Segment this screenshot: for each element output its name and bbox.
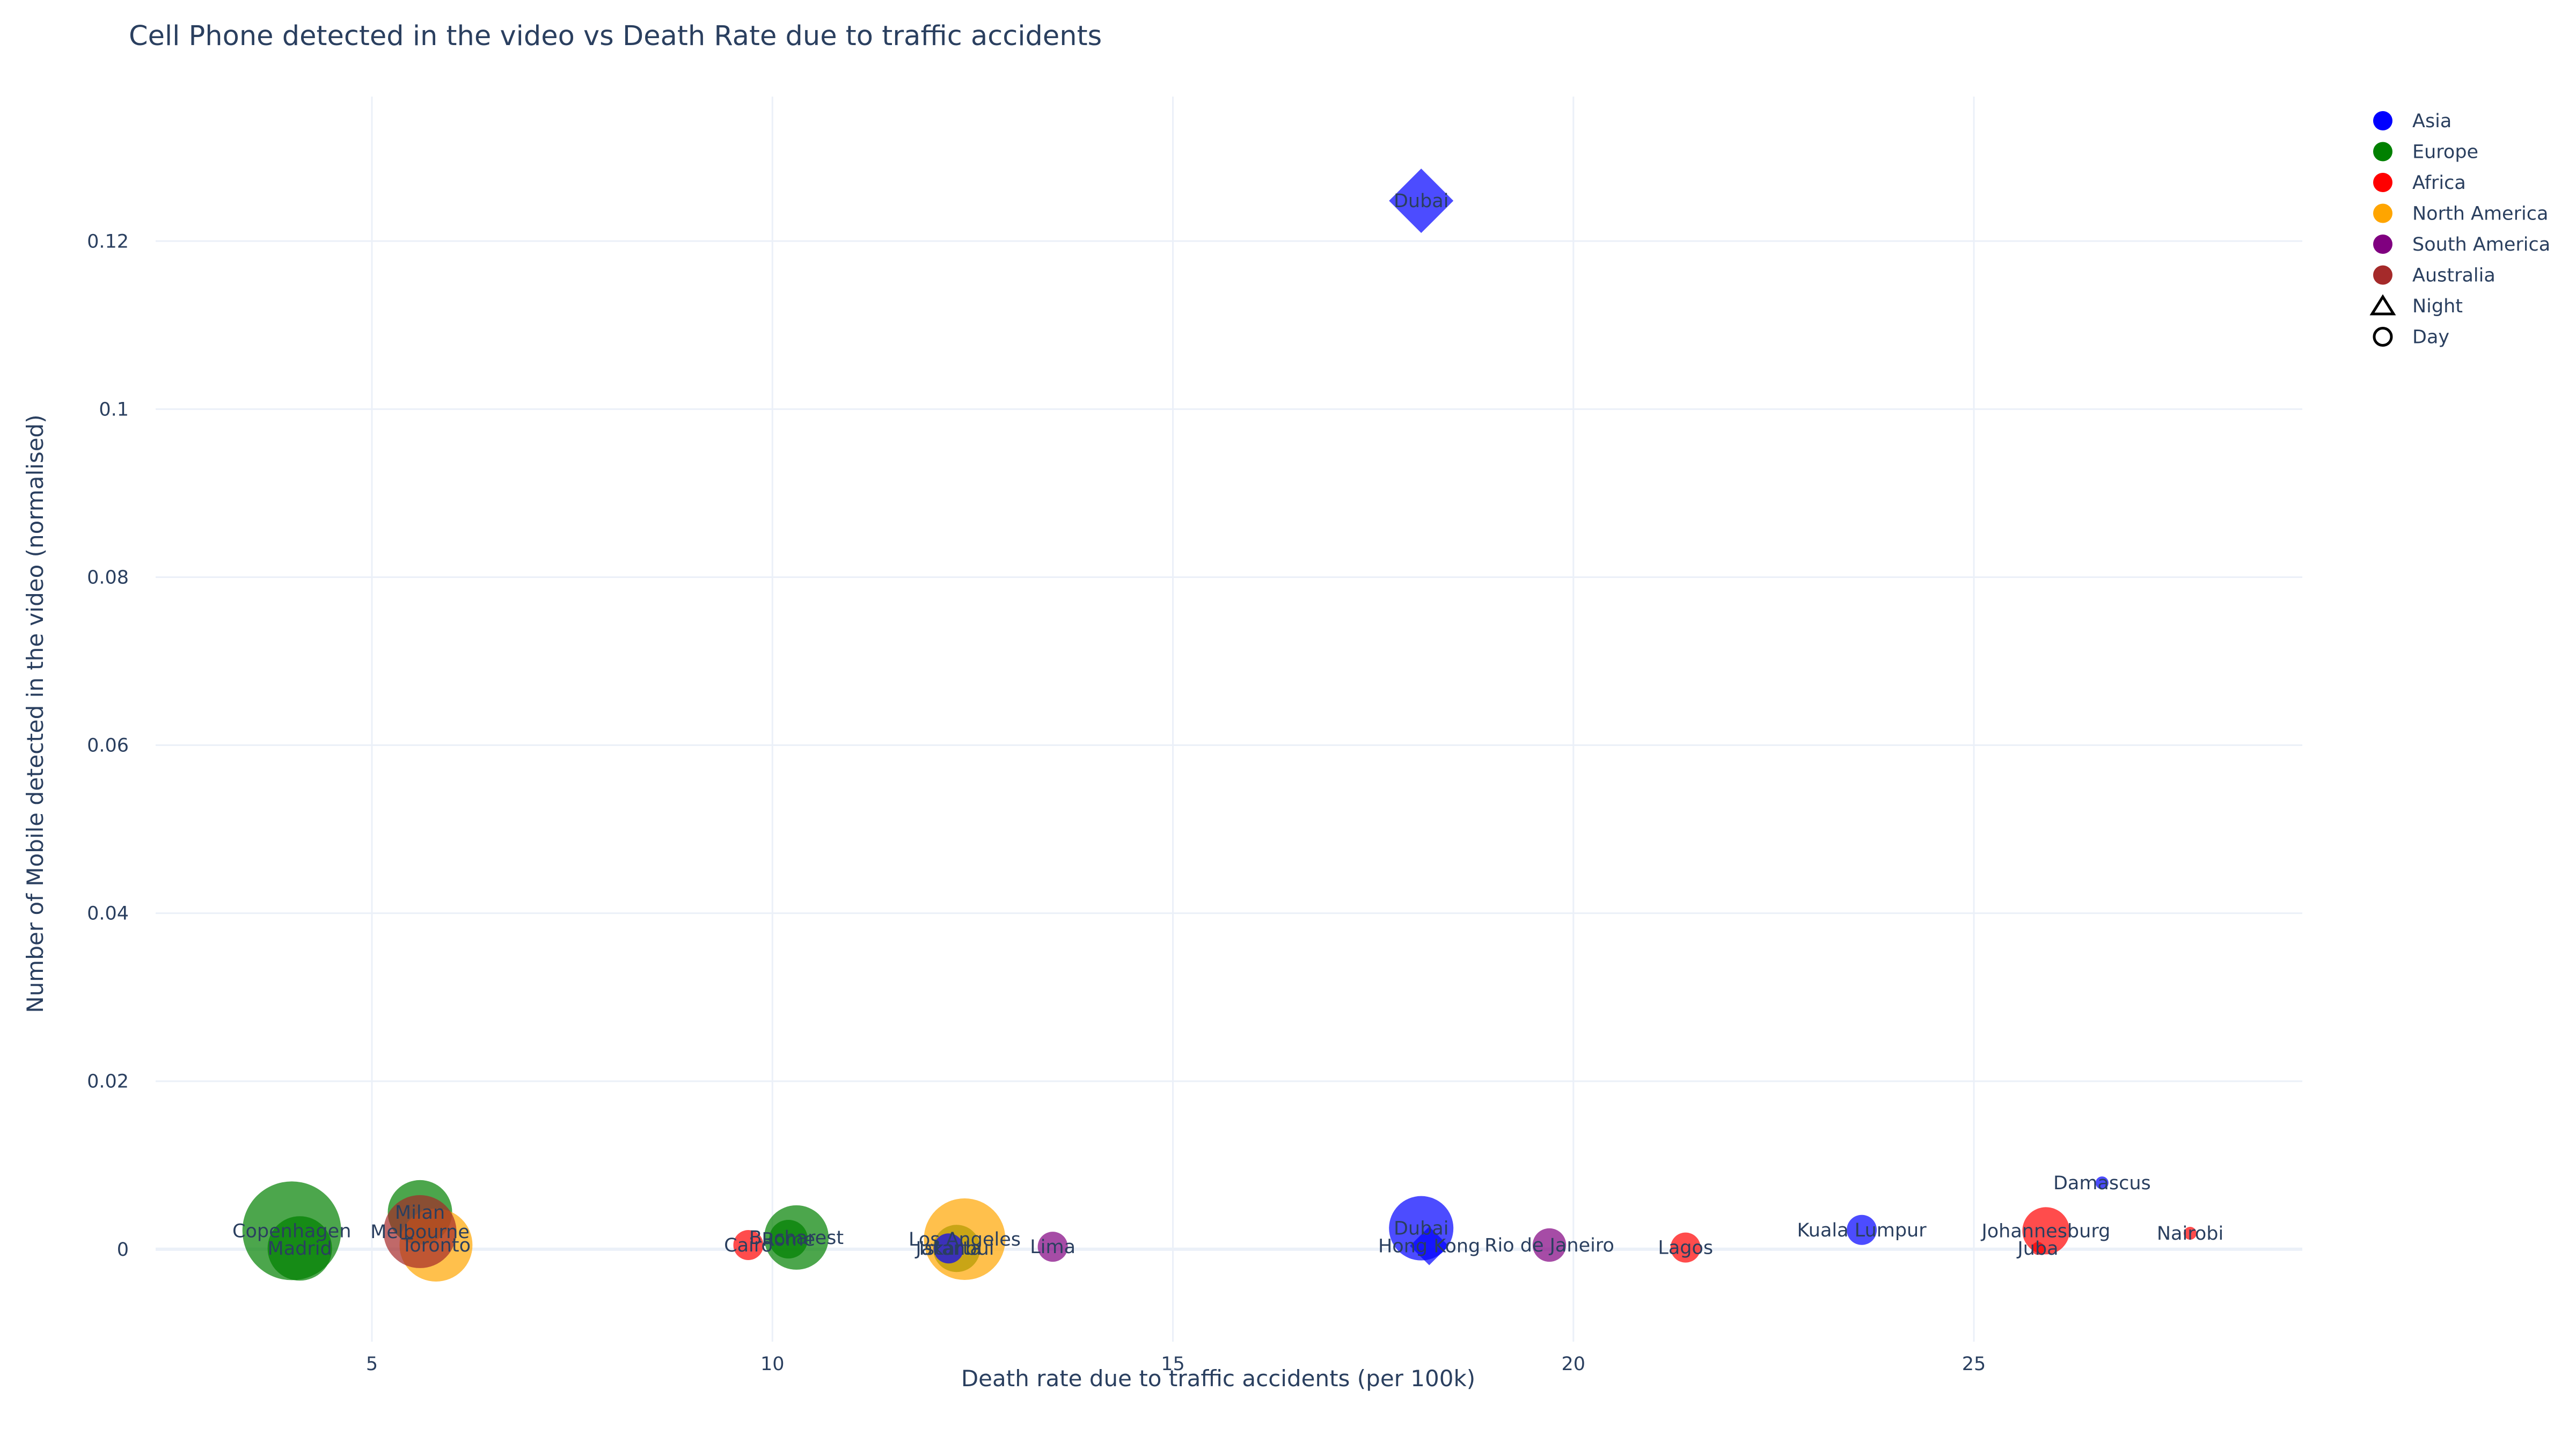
point-label: Copenhagen <box>232 1220 351 1242</box>
point-label: Hong Kong <box>1378 1236 1480 1257</box>
point-label: Milan <box>395 1202 445 1224</box>
legend-swatch <box>2373 235 2392 254</box>
x-tick-label: 5 <box>366 1353 378 1375</box>
legend-item[interactable]: North America <box>2373 203 2548 225</box>
data-points <box>242 169 2197 1282</box>
y-tick-label: 0 <box>117 1239 129 1261</box>
point-label: Nairobi <box>2157 1223 2223 1245</box>
point-label: Bucharest <box>749 1227 844 1249</box>
data-point <box>733 1230 764 1260</box>
legend-item[interactable]: Night <box>2369 294 2463 317</box>
y-tick-label: 0.1 <box>99 399 129 420</box>
y-tick-label: 0.06 <box>87 735 129 757</box>
legend-swatch <box>2373 142 2392 162</box>
chart-title: Cell Phone detected in the video vs Deat… <box>129 20 1102 52</box>
y-axis-title: Number of Mobile detected in the video (… <box>22 414 48 1013</box>
point-label: Johannesburg <box>1980 1220 2110 1242</box>
point-label: Los Angeles <box>909 1229 1021 1250</box>
y-tick-label: 0.12 <box>87 231 129 252</box>
point-label: Melbourne <box>370 1221 470 1243</box>
point-label: Jakarta <box>914 1238 981 1260</box>
x-tick-label: 10 <box>760 1353 785 1375</box>
point-label: Rio de Janeiro <box>1484 1235 1614 1256</box>
x-axis-title: Death rate due to traffic accidents (per… <box>961 1365 1475 1392</box>
x-tick-label: 25 <box>1962 1353 1986 1375</box>
grid <box>156 97 2302 1342</box>
legend-swatch <box>2373 265 2392 285</box>
legend-label: Africa <box>2412 172 2466 194</box>
legend-swatch <box>2373 173 2392 192</box>
point-label: Dubai <box>1394 191 1449 212</box>
point-label: Rome <box>762 1229 815 1250</box>
legend-label: North America <box>2412 203 2548 225</box>
data-point <box>1847 1214 1877 1245</box>
point-label: Madrid <box>268 1238 332 1260</box>
x-tick-label: 15 <box>1161 1353 1185 1375</box>
data-point <box>1389 169 1454 233</box>
y-tick-label: 0.02 <box>87 1071 129 1093</box>
data-point <box>2031 1242 2045 1255</box>
circle-icon <box>2373 327 2393 347</box>
legend-label: Australia <box>2412 265 2496 287</box>
point-label: Kuala Lumpur <box>1797 1220 1927 1241</box>
y-tick-label: 0.08 <box>87 567 129 588</box>
legend-swatch <box>2373 111 2392 130</box>
point-label: Lima <box>1030 1236 1075 1258</box>
legend-item[interactable]: Asia <box>2373 111 2451 132</box>
point-label: Toronto <box>401 1235 471 1256</box>
legend-label: South America <box>2412 234 2550 255</box>
legend-label: Europe <box>2412 142 2478 163</box>
data-point <box>1410 1226 1449 1265</box>
legend: Asia Europe Africa North America South Ameri… <box>2369 111 2550 348</box>
point-label: Dubai <box>1394 1218 1449 1240</box>
y-tick-label: 0.04 <box>87 903 129 925</box>
legend-label: Day <box>2412 327 2449 348</box>
x-tick-label: 20 <box>1562 1353 1586 1375</box>
legend-item[interactable]: Africa <box>2373 172 2466 194</box>
data-point <box>933 1233 964 1264</box>
data-point <box>1037 1232 1068 1262</box>
legend-item[interactable]: South America <box>2373 234 2550 255</box>
data-point <box>2095 1176 2109 1190</box>
data-point <box>2184 1227 2197 1240</box>
point-label: Istanbul <box>919 1238 994 1260</box>
triangle-icon <box>2369 294 2396 316</box>
point-label: Damascus <box>2053 1173 2151 1194</box>
axis-ticks: 5 10 15 20 25 0 0.02 0.04 0.06 0.08 0.1 0.12 <box>87 231 1986 1375</box>
data-point <box>267 1216 332 1281</box>
data-point <box>1532 1228 1567 1262</box>
data-point <box>383 1195 457 1268</box>
legend-swatch <box>2373 203 2392 223</box>
point-label: Juba <box>2016 1238 2058 1260</box>
legend-label: Asia <box>2412 111 2451 132</box>
data-point <box>1670 1232 1701 1263</box>
point-label: Lagos <box>1658 1238 1713 1259</box>
legend-item[interactable]: Australia <box>2373 265 2496 287</box>
legend-item[interactable]: Europe <box>2373 142 2478 163</box>
legend-label: Night <box>2412 296 2463 317</box>
point-label: Cairo <box>724 1235 773 1256</box>
data-point <box>2022 1207 2070 1255</box>
legend-item[interactable]: Day <box>2373 327 2449 348</box>
data-point <box>769 1220 808 1259</box>
